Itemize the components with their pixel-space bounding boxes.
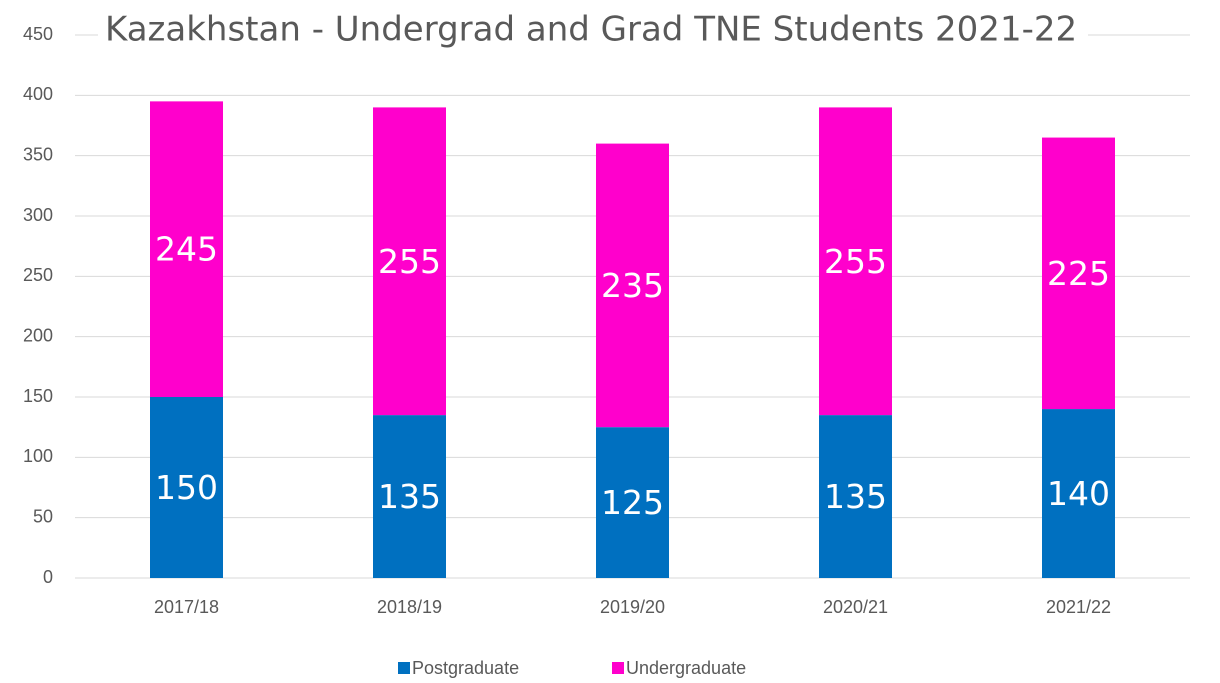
data-label: 245 (155, 230, 218, 269)
data-label: 125 (601, 483, 664, 522)
data-label: 255 (824, 242, 887, 281)
y-tick-label: 150 (23, 386, 53, 406)
bar-segment (373, 107, 446, 416)
y-tick-label: 50 (33, 506, 53, 526)
x-tick-label: 2018/19 (377, 597, 442, 617)
y-tick-label: 350 (23, 144, 53, 164)
bar-segment (1042, 409, 1115, 578)
y-tick-label: 200 (23, 325, 53, 345)
x-tick-label: 2019/20 (600, 597, 665, 617)
bar-segment (596, 427, 669, 578)
data-label: 235 (601, 266, 664, 305)
y-tick-label: 450 (23, 24, 53, 44)
x-tick-label: 2021/22 (1046, 597, 1111, 617)
bar-segment (819, 107, 892, 416)
legend-label: Postgraduate (412, 658, 519, 678)
x-tick-label: 2020/21 (823, 597, 888, 617)
data-label: 135 (378, 477, 441, 516)
y-tick-label: 0 (43, 567, 53, 587)
bar-segment (373, 415, 446, 578)
bar-segment (150, 101, 223, 397)
data-label: 255 (378, 242, 441, 281)
bar-segment (1042, 137, 1115, 410)
legend-label: Undergraduate (626, 658, 746, 678)
data-label: 225 (1047, 254, 1110, 293)
bar-segment (596, 143, 669, 428)
data-label: 140 (1047, 474, 1110, 513)
title-background (98, 12, 1088, 52)
chart-title: Kazakhstan - Undergrad and Grad TNE Stud… (105, 10, 1077, 50)
bar-segment (150, 397, 223, 578)
data-label: 150 (155, 468, 218, 507)
y-tick-label: 300 (23, 205, 53, 225)
y-tick-label: 100 (23, 446, 53, 466)
y-tick-label: 400 (23, 84, 53, 104)
legend-swatch (398, 662, 410, 674)
bar-segment (819, 415, 892, 578)
x-tick-label: 2017/18 (154, 597, 219, 617)
data-label: 135 (824, 477, 887, 516)
y-tick-label: 250 (23, 265, 53, 285)
legend-swatch (612, 662, 624, 674)
